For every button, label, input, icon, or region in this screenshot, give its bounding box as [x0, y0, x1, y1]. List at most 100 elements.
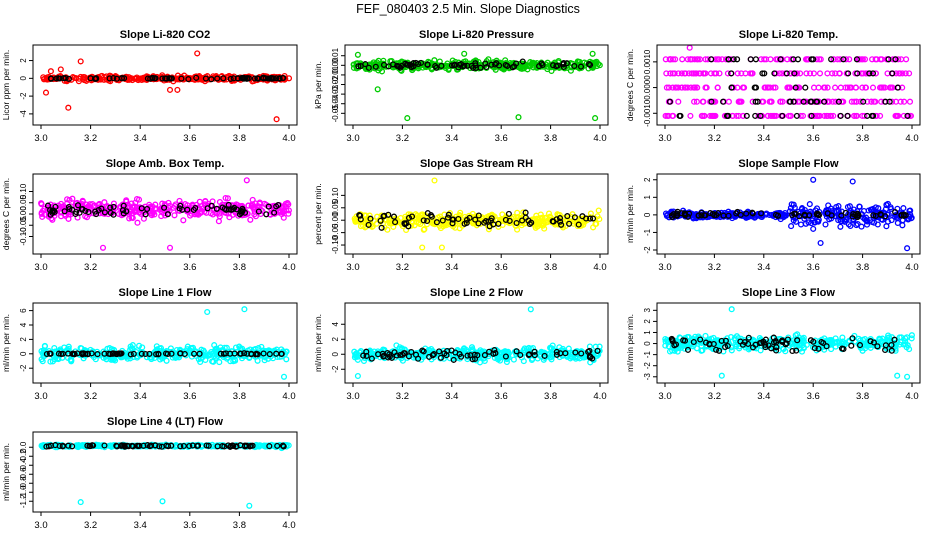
selected-point [844, 112, 851, 119]
x-tick-label: 3.0 [34, 262, 47, 273]
data-point [887, 84, 894, 91]
data-point [748, 70, 755, 77]
data-point [799, 205, 806, 212]
data-point [860, 207, 868, 215]
outlier-point [374, 86, 381, 93]
y-tick-label: -3 [643, 373, 652, 381]
selected-point [94, 351, 101, 358]
data-point [805, 219, 812, 226]
selected-point [260, 350, 267, 357]
selected-point [239, 205, 246, 212]
selected-point [676, 112, 683, 119]
selected-point [393, 352, 400, 359]
selected-point [837, 112, 844, 119]
data-point [887, 205, 895, 213]
data-point [810, 225, 817, 232]
selected-point [860, 98, 867, 105]
selected-point [571, 214, 578, 221]
outlier-point [904, 245, 911, 252]
selected-point [433, 219, 440, 226]
selected-point [58, 350, 65, 358]
data-point [134, 219, 141, 226]
selected-point [594, 347, 601, 354]
plot-frame [32, 44, 298, 126]
data-point [374, 348, 381, 355]
data-point [662, 210, 670, 217]
selected-point [208, 76, 215, 83]
outlier-point [166, 244, 174, 251]
plot-title: Slope Line 1 Flow [119, 287, 212, 299]
y-tick-label: -2 [643, 246, 652, 254]
data-point [877, 56, 884, 63]
data-point [279, 205, 286, 212]
selected-point [74, 350, 81, 357]
data-point [104, 203, 111, 210]
data-point [414, 212, 421, 219]
selected-point [684, 346, 692, 353]
data-point [667, 70, 674, 77]
selected-point [240, 74, 247, 81]
data-point [195, 356, 202, 363]
data-point [351, 348, 358, 355]
plot-frame [656, 44, 921, 126]
data-point [764, 112, 771, 119]
data-point [98, 73, 105, 80]
selected-point [519, 58, 526, 65]
data-point [247, 216, 254, 223]
selected-point [101, 350, 108, 357]
selected-point [824, 210, 831, 217]
selected-point [265, 203, 272, 210]
data-point [780, 346, 787, 353]
selected-point [46, 350, 53, 357]
selected-point [47, 75, 54, 82]
selected-point [220, 75, 227, 82]
data-point [679, 56, 686, 63]
data-point [796, 84, 803, 91]
points-layer [350, 50, 603, 122]
selected-point [536, 63, 543, 70]
outlier-point [280, 373, 288, 380]
data-point [456, 225, 463, 232]
outlier-point [246, 502, 253, 509]
x-tick-label: 3.4 [134, 520, 147, 531]
data-point [859, 84, 866, 91]
x-tick-label: 3.2 [396, 391, 409, 402]
data-point [869, 84, 877, 91]
outlier-point [592, 115, 599, 122]
y-tick-label: 0.10 [19, 183, 28, 199]
selected-point [271, 209, 278, 216]
points-layer [351, 177, 603, 251]
selected-point [562, 350, 569, 357]
selected-point [842, 209, 849, 216]
selected-point [398, 62, 405, 69]
data-point [541, 354, 548, 361]
selected-point [375, 351, 382, 358]
data-point [151, 211, 158, 218]
data-point [825, 202, 832, 209]
y-tick-label: 3 [643, 308, 652, 313]
selected-point [882, 213, 889, 220]
x-tick-label: 3.6 [807, 391, 820, 402]
selected-point [716, 347, 723, 354]
data-point [725, 98, 732, 105]
x-tick-label: 3.6 [183, 520, 196, 531]
plot-panel: Slope Li-820 Temp.degrees C per min.3.0 3… [625, 29, 921, 144]
data-point [691, 84, 698, 91]
selected-point [464, 62, 471, 69]
selected-point [811, 345, 818, 352]
data-point [907, 112, 915, 119]
selected-point [168, 350, 175, 357]
x-tick-label: 3.8 [856, 262, 869, 273]
data-point [260, 347, 267, 354]
data-point [682, 84, 689, 91]
data-point [135, 196, 143, 203]
selected-point [821, 98, 828, 105]
data-point [221, 344, 228, 351]
data-point [171, 212, 178, 219]
selected-point [52, 203, 59, 210]
x-tick-label: 3.0 [658, 133, 671, 144]
selected-point [810, 338, 817, 345]
selected-point [419, 347, 426, 354]
x-tick-label: 3.2 [84, 133, 97, 144]
selected-point [492, 61, 499, 68]
